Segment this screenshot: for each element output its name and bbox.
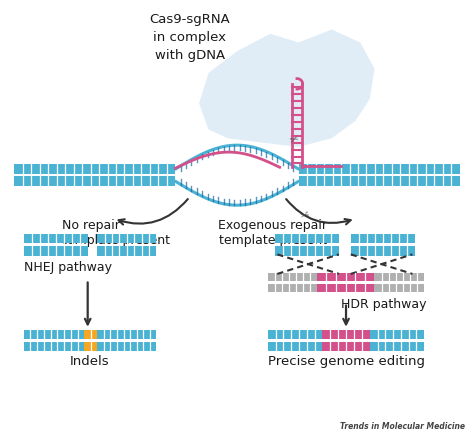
Bar bbox=[97, 342, 156, 352]
Bar bbox=[351, 247, 415, 256]
Bar bbox=[317, 284, 374, 293]
Bar bbox=[322, 330, 370, 339]
Bar bbox=[24, 234, 88, 244]
Bar bbox=[374, 273, 424, 282]
Bar bbox=[97, 330, 156, 339]
Bar bbox=[24, 342, 84, 352]
Text: Exogenous repair
template present: Exogenous repair template present bbox=[218, 219, 327, 247]
Text: Trends in Molecular Medicine: Trends in Molecular Medicine bbox=[339, 421, 465, 430]
Bar bbox=[299, 177, 460, 187]
FancyArrowPatch shape bbox=[118, 200, 188, 225]
Bar bbox=[275, 247, 339, 256]
Bar bbox=[24, 247, 88, 256]
Bar bbox=[24, 330, 84, 339]
Text: ✂: ✂ bbox=[298, 206, 309, 218]
Bar bbox=[268, 342, 322, 352]
Bar bbox=[322, 342, 370, 352]
Polygon shape bbox=[199, 30, 374, 148]
Bar bbox=[268, 330, 322, 339]
Bar bbox=[97, 234, 156, 244]
Text: Precise genome editing: Precise genome editing bbox=[267, 354, 425, 367]
Bar bbox=[268, 273, 317, 282]
Text: No repair
template present: No repair template present bbox=[62, 219, 170, 247]
Text: Indels: Indels bbox=[70, 354, 110, 367]
Text: NHEJ pathway: NHEJ pathway bbox=[24, 260, 112, 273]
Text: HDR pathway: HDR pathway bbox=[341, 297, 427, 310]
Bar bbox=[275, 234, 339, 244]
Text: Cas9-sgRNA
in complex
with gDNA: Cas9-sgRNA in complex with gDNA bbox=[149, 13, 230, 62]
Bar bbox=[84, 342, 97, 352]
Bar bbox=[14, 165, 175, 174]
Bar bbox=[374, 284, 424, 293]
Bar bbox=[14, 177, 175, 187]
Bar bbox=[84, 330, 97, 339]
Bar bbox=[370, 330, 424, 339]
Bar bbox=[97, 247, 156, 256]
FancyArrowPatch shape bbox=[286, 200, 351, 225]
Bar bbox=[351, 234, 415, 244]
Bar bbox=[299, 165, 460, 174]
Bar bbox=[370, 342, 424, 352]
Text: ✂: ✂ bbox=[288, 133, 300, 145]
Bar bbox=[268, 284, 317, 293]
Bar bbox=[317, 273, 374, 282]
